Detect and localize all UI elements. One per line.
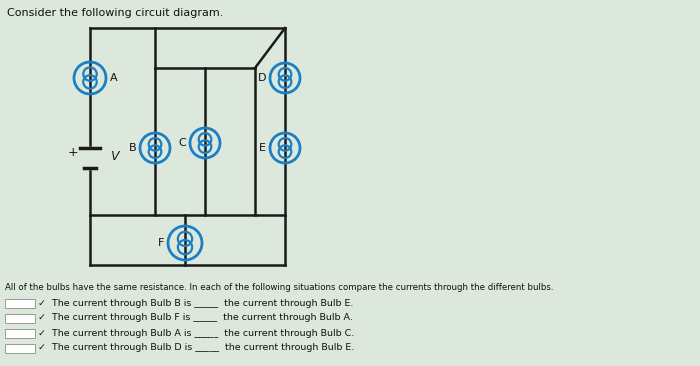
Text: D: D xyxy=(258,73,266,83)
Text: Consider the following circuit diagram.: Consider the following circuit diagram. xyxy=(7,8,223,18)
Text: A: A xyxy=(110,73,118,83)
Bar xyxy=(5,344,35,353)
Bar xyxy=(5,299,35,308)
Text: C: C xyxy=(178,138,186,148)
Text: B: B xyxy=(128,143,136,153)
Text: ✓  The current through Bulb D is _____  the current through Bulb E.: ✓ The current through Bulb D is _____ th… xyxy=(38,344,354,352)
Text: ✓  The current through Bulb B is _____  the current through Bulb E.: ✓ The current through Bulb B is _____ th… xyxy=(38,299,354,307)
Bar xyxy=(5,314,35,323)
Text: ✓  The current through Bulb F is _____  the current through Bulb A.: ✓ The current through Bulb F is _____ th… xyxy=(38,314,353,322)
Text: V: V xyxy=(110,149,118,163)
Text: +: + xyxy=(68,146,78,160)
Bar xyxy=(5,329,35,338)
Text: ✓  The current through Bulb A is _____  the current through Bulb C.: ✓ The current through Bulb A is _____ th… xyxy=(38,329,354,337)
Text: All of the bulbs have the same resistance. In each of the following situations c: All of the bulbs have the same resistanc… xyxy=(5,283,554,292)
Text: F: F xyxy=(158,238,164,248)
Text: E: E xyxy=(259,143,266,153)
